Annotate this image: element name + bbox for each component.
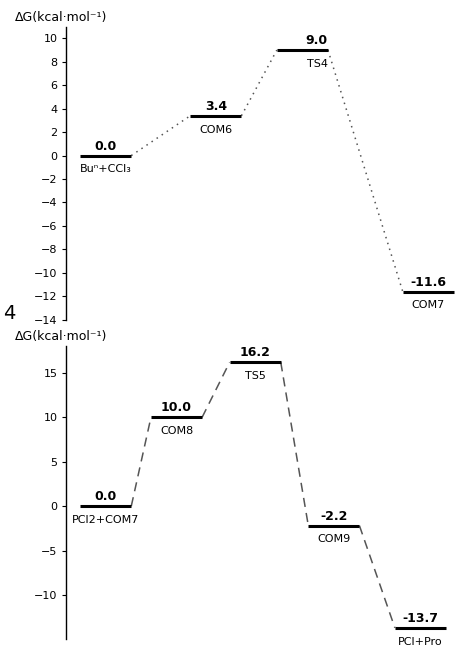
Text: -11.6: -11.6: [410, 276, 447, 288]
Text: TS5: TS5: [245, 371, 265, 381]
Text: 4: 4: [3, 304, 16, 323]
Text: TS4: TS4: [307, 59, 328, 69]
Text: 16.2: 16.2: [240, 346, 271, 360]
Text: 9.0: 9.0: [306, 34, 328, 47]
Text: 0.0: 0.0: [95, 140, 117, 153]
Text: -13.7: -13.7: [402, 612, 438, 625]
Text: 10.0: 10.0: [161, 402, 192, 414]
Text: PCl+Pro: PCl+Pro: [398, 637, 443, 647]
Text: PCl2+COM7: PCl2+COM7: [72, 515, 139, 525]
Text: COM7: COM7: [412, 300, 445, 310]
Text: COM9: COM9: [317, 535, 350, 545]
Text: -2.2: -2.2: [320, 509, 347, 523]
Text: COM6: COM6: [199, 125, 232, 135]
Text: Buⁿ+CCl₃: Buⁿ+CCl₃: [80, 165, 132, 174]
Text: 0.0: 0.0: [95, 490, 117, 503]
Text: ΔG(kcal·mol⁻¹): ΔG(kcal·mol⁻¹): [15, 11, 108, 24]
Text: 3: 3: [3, 0, 16, 3]
Text: 3.4: 3.4: [205, 100, 227, 113]
Text: ΔG(kcal·mol⁻¹): ΔG(kcal·mol⁻¹): [15, 330, 108, 344]
Text: COM8: COM8: [160, 426, 193, 436]
